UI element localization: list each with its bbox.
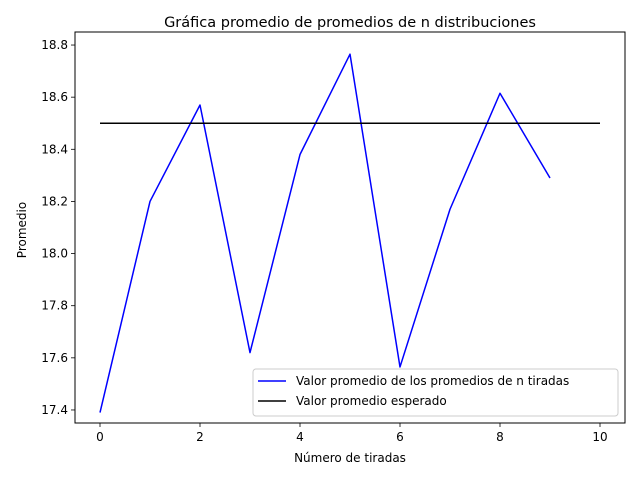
x-tick-label: 4 bbox=[296, 430, 304, 444]
x-tick-label: 8 bbox=[496, 430, 504, 444]
series-layer bbox=[99, 53, 600, 413]
y-tick-label: 17.8 bbox=[41, 299, 68, 313]
legend-label-0: Valor promedio de los promedios de n tir… bbox=[296, 374, 569, 388]
legend-box bbox=[252, 368, 619, 417]
y-axis-ticks: 17.4 17.6 17.8 18.0 18.2 18.4 18.6 18.8 bbox=[41, 38, 75, 417]
x-axis-ticks: 0 2 4 6 8 10 bbox=[96, 423, 608, 444]
legend-label-1: Valor promedio esperado bbox=[296, 394, 447, 408]
y-tick-label: 17.4 bbox=[41, 403, 68, 417]
x-tick-label: 6 bbox=[396, 430, 404, 444]
axes-frame bbox=[74, 31, 626, 424]
x-tick-label: 2 bbox=[196, 430, 204, 444]
y-tick-label: 18.0 bbox=[41, 247, 68, 261]
chart-title: Gráfica promedio de promedios de n distr… bbox=[164, 15, 536, 31]
legend: Valor promedio de los promedios de n tir… bbox=[252, 368, 619, 417]
y-axis-label: Promedio bbox=[15, 202, 29, 258]
y-tick-label: 18.8 bbox=[41, 38, 68, 52]
x-tick-label: 0 bbox=[96, 430, 104, 444]
series-line-0 bbox=[99, 53, 551, 413]
y-tick-label: 17.6 bbox=[41, 351, 68, 365]
x-tick-label: 10 bbox=[592, 430, 607, 444]
y-tick-label: 18.6 bbox=[41, 90, 68, 104]
x-axis-label: Número de tiradas bbox=[294, 451, 406, 465]
y-tick-label: 18.4 bbox=[41, 142, 68, 156]
y-tick-label: 18.2 bbox=[41, 194, 68, 208]
plot-area: 0 2 4 6 8 10 17.4 17.6 17.8 18.0 18.2 18.4 18.6 18.8 bbox=[41, 31, 626, 444]
